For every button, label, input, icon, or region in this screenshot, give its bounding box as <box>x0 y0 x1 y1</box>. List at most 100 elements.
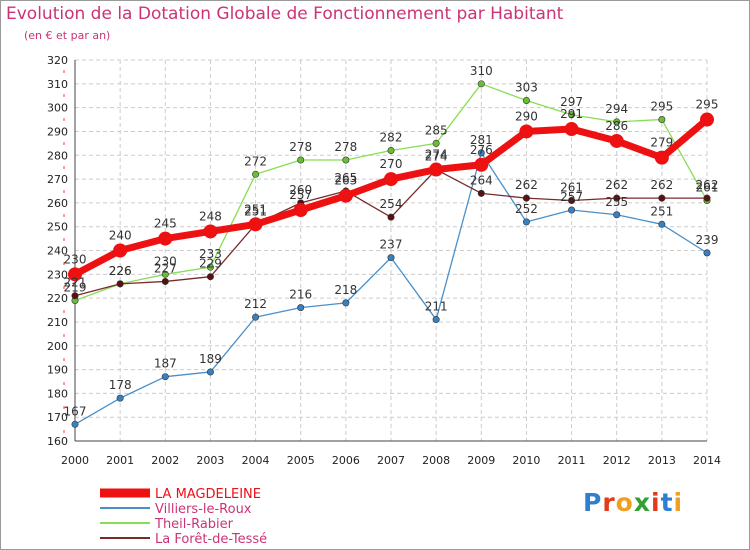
data-label: 251 <box>244 202 267 216</box>
data-point <box>116 280 124 288</box>
logo-letter: o <box>615 488 634 517</box>
data-point <box>384 172 398 187</box>
x-tick-label: 2011 <box>558 454 586 467</box>
data-point <box>161 373 169 381</box>
y-tick-label: 260 <box>47 197 68 210</box>
data-label: 216 <box>289 288 312 302</box>
data-point <box>568 111 576 119</box>
logo-letter: i <box>651 488 661 517</box>
y-tick-label: 230 <box>47 268 68 281</box>
legend-label: Theil-Rabier <box>154 517 234 532</box>
x-tick-label: 2007 <box>377 454 405 467</box>
data-label: 278 <box>289 140 312 154</box>
x-tick-label: 2001 <box>106 454 134 467</box>
data-label: 274 <box>425 150 448 164</box>
data-label: 264 <box>470 173 493 187</box>
x-tick-label: 2013 <box>648 454 676 467</box>
data-point <box>71 420 79 428</box>
data-point <box>252 170 260 178</box>
data-label: 189 <box>199 352 222 366</box>
data-label: 178 <box>109 378 132 392</box>
data-label: 261 <box>696 180 719 194</box>
data-label: 263 <box>334 174 357 188</box>
data-point <box>338 188 353 203</box>
data-point <box>703 194 711 202</box>
data-label: 251 <box>244 204 267 218</box>
data-label: 262 <box>650 178 673 192</box>
data-label: 221 <box>64 276 87 290</box>
data-label: 219 <box>64 281 87 295</box>
chart-title: Evolution de la Dotation Globale de Fonc… <box>6 4 564 24</box>
data-label: 187 <box>154 357 177 371</box>
data-label: 291 <box>560 107 583 121</box>
data-label: 270 <box>380 157 403 171</box>
x-tick-label: 2004 <box>242 454 270 467</box>
data-point <box>522 96 530 104</box>
data-label: 239 <box>696 233 719 247</box>
data-point <box>474 157 489 172</box>
data-point <box>71 292 79 300</box>
data-point <box>613 118 621 126</box>
x-tick-label: 2012 <box>603 454 631 467</box>
data-point <box>477 149 485 157</box>
x-tick-label: 2008 <box>422 454 450 467</box>
data-point <box>432 316 440 324</box>
data-label: 230 <box>64 252 87 266</box>
x-tick-label: 2010 <box>512 454 540 467</box>
data-label: 226 <box>109 264 132 278</box>
data-label: 282 <box>380 130 403 144</box>
data-label: 167 <box>64 404 87 418</box>
y-tick-label: 320 <box>47 54 68 67</box>
data-label: 227 <box>154 261 177 275</box>
logo-letter: P <box>583 488 603 517</box>
data-point <box>342 299 350 307</box>
data-label: 237 <box>380 238 403 252</box>
data-label: 233 <box>199 247 222 261</box>
data-label: 272 <box>244 154 267 168</box>
data-label: 255 <box>605 195 628 209</box>
y-tick-label: 200 <box>47 340 68 353</box>
y-tick-label: 310 <box>47 78 68 91</box>
y-tick-label: 270 <box>47 173 68 186</box>
x-tick-label: 2006 <box>332 454 360 467</box>
data-point <box>297 304 305 312</box>
data-point <box>342 156 350 164</box>
y-tick-label: 170 <box>47 411 68 424</box>
y-tick-label: 180 <box>47 387 68 400</box>
y-tick-label: 160 <box>47 435 68 448</box>
data-point <box>654 150 669 165</box>
data-label: 285 <box>425 123 448 137</box>
data-label: 290 <box>515 109 538 123</box>
data-label: 218 <box>334 283 357 297</box>
data-point <box>568 196 576 204</box>
data-point <box>613 194 621 202</box>
logo-letter: i <box>673 488 684 517</box>
legend-label: La Forêt-de-Tessé <box>155 532 267 547</box>
y-tick-label: 250 <box>47 221 68 234</box>
data-label: 297 <box>560 95 583 109</box>
legend-label: LA MAGDELEINE <box>155 487 261 502</box>
data-point <box>161 270 169 278</box>
data-point <box>613 211 621 219</box>
grid <box>74 59 708 442</box>
chart-subtitle: (en € et par an) <box>24 29 111 42</box>
proxiti-logo: Proxiti <box>583 488 683 517</box>
y-tick-label: 190 <box>47 364 68 377</box>
y-tick-label: 280 <box>47 149 68 162</box>
data-label: 230 <box>154 254 177 268</box>
data-labels: 167 178 187 189 212 216 218 237 211 281 252 257 255 2… <box>64 64 719 419</box>
data-label: 257 <box>289 188 312 202</box>
data-point <box>387 146 395 154</box>
data-point <box>700 112 714 127</box>
axes: 1601701801902002102202302402502602702802… <box>47 54 721 467</box>
logo-letter: r <box>602 488 616 517</box>
data-label: 286 <box>605 119 628 133</box>
data-point <box>68 267 82 282</box>
data-label: 254 <box>380 197 403 211</box>
data-point <box>206 263 214 271</box>
data-label: 229 <box>199 257 222 271</box>
data-point <box>161 277 169 285</box>
data-label: 257 <box>560 190 583 204</box>
data-label: 310 <box>470 64 493 78</box>
